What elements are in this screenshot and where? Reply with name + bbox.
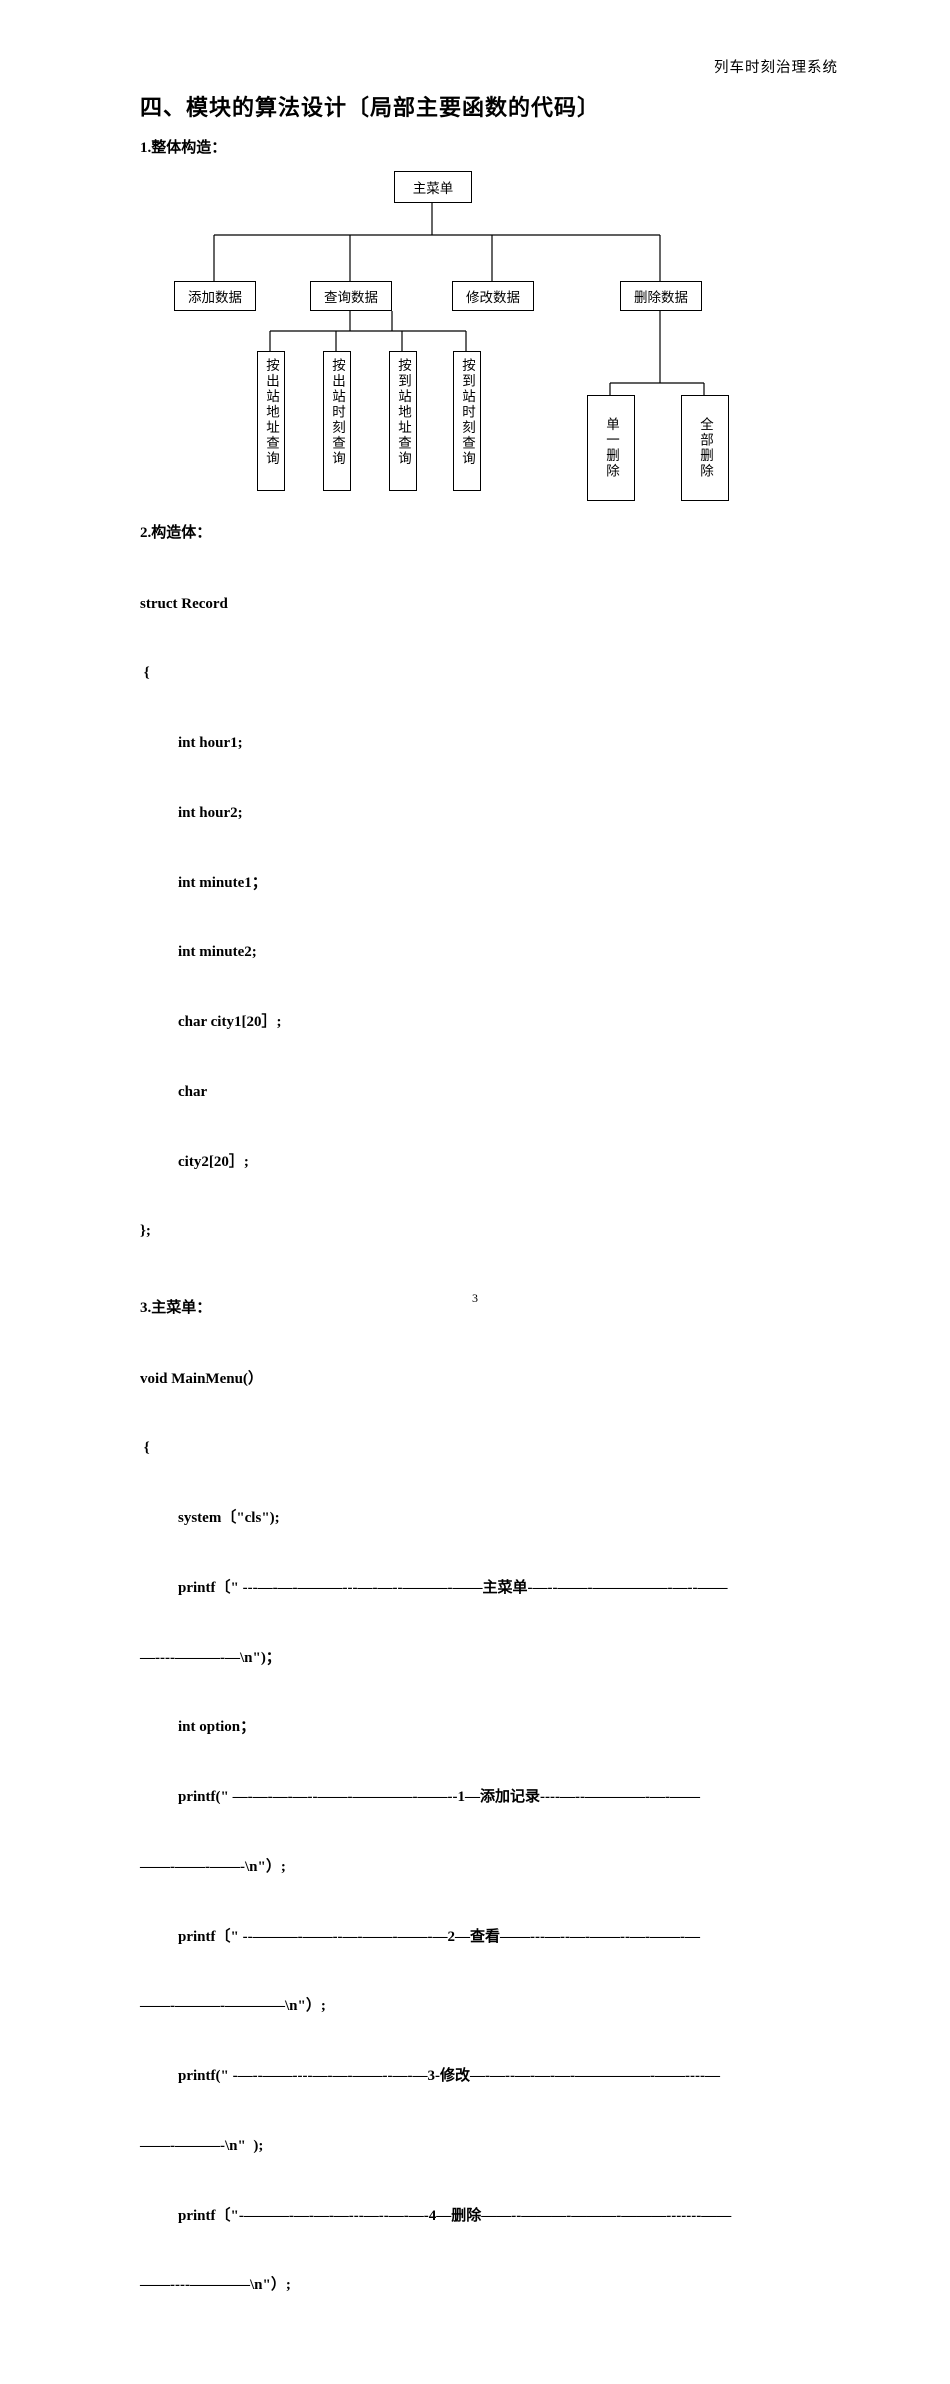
section1-heading: 1.整体构造： [140, 136, 840, 157]
code-line: int minute1； [140, 872, 840, 895]
section2-heading: 2.构造体： [140, 521, 840, 542]
node-delete: 删除数据 [620, 281, 702, 311]
node-modify: 修改数据 [452, 281, 534, 311]
code-line: int option； [140, 1716, 840, 1739]
code-line: ——-———-————\n"）; [140, 1995, 840, 2018]
leaf-query-b: 按出站时刻查询 [323, 351, 351, 491]
code-line: printf〔"-———-—-—-—---—--—-—-4—删除——--———-… [140, 2205, 840, 2228]
code-line: { [140, 1437, 840, 1460]
code-line: city2[20］; [140, 1151, 840, 1174]
leaf-query-c: 按到站地址查询 [389, 351, 417, 491]
code-line: struct Record [140, 593, 840, 616]
code-line: }; [140, 1220, 840, 1243]
node-root: 主菜单 [394, 171, 472, 203]
code-line: ——----————\n"）; [140, 2274, 840, 2297]
leaf-delete-single: 单一删除 [587, 395, 635, 501]
code-line: int minute2; [140, 941, 840, 964]
code-line: —----———-—\n")； [140, 1647, 840, 1670]
leaf-query-d: 按到站时刻查询 [453, 351, 481, 491]
code-line: ——-———-\n" ); [140, 2135, 840, 2158]
code-line: printf(" —-—-—-—--——-————-——--1—添加记录----… [140, 1786, 840, 1809]
code-line: printf〔" ---—-—-———---—-—--———-——主菜单-—--… [140, 1577, 840, 1600]
node-add: 添加数据 [174, 281, 256, 311]
page-header-right: 列车时刻治理系统 [714, 56, 838, 77]
code-line: void MainMenu(） [140, 1368, 840, 1391]
section-title: 四、模块的算法设计〔局部主要函数的代码〕 [140, 90, 840, 122]
code-line: printf〔" --———-——--—-——-——-—2—查看——---—--… [140, 1926, 840, 1949]
code-line: ——-——-——-\n"）; [140, 1856, 840, 1879]
struct-code: struct Record { int hour1; int hour2; in… [140, 546, 840, 1290]
node-query: 查询数据 [310, 281, 392, 311]
code-line: { [140, 662, 840, 685]
code-line: char [140, 1081, 840, 1104]
page-number: 3 [0, 1291, 950, 1306]
leaf-delete-all: 全部删除 [681, 395, 729, 501]
mainmenu-code: void MainMenu(） { system〔"cls"); printf〔… [140, 1321, 840, 2344]
code-line: printf(" -—--——----—-—-——--—-—3-修改—-—--—… [140, 2065, 840, 2088]
code-line: int hour1; [140, 732, 840, 755]
code-line: int hour2; [140, 802, 840, 825]
leaf-query-a: 按出站地址查询 [257, 351, 285, 491]
structure-diagram: 主菜单 添加数据 查询数据 修改数据 删除数据 按出站地址查询 按出站时刻查询 … [140, 163, 840, 515]
code-line: system〔"cls"); [140, 1507, 840, 1530]
code-line: char city1[20］; [140, 1011, 840, 1034]
